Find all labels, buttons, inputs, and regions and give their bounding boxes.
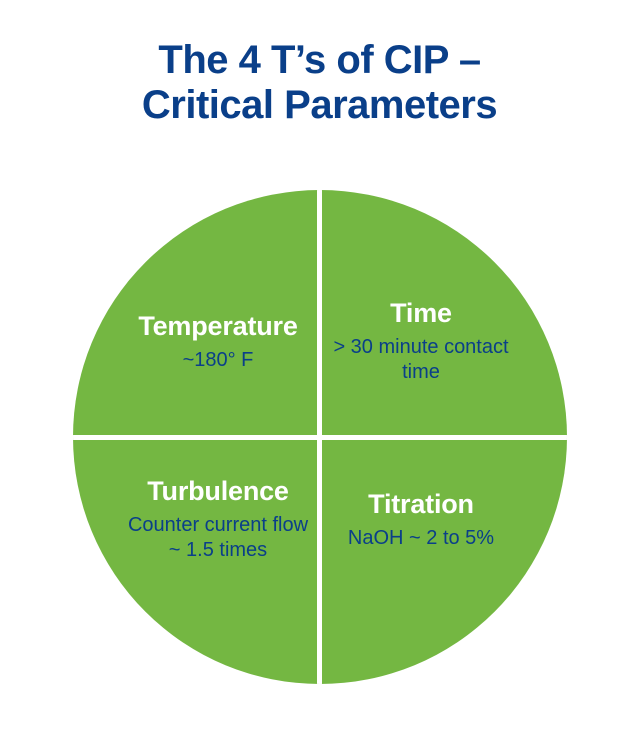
quadrant-title: Titration bbox=[368, 489, 474, 520]
quadrant-time: Time > 30 minute contact time bbox=[320, 190, 567, 437]
quadrant-turbulence: Turbulence Counter current flow ~ 1.5 ti… bbox=[73, 437, 320, 684]
quadrant-inner: Titration NaOH ~ 2 to 5% bbox=[348, 489, 494, 551]
quadrant-subtitle: Counter current flow ~ 1.5 times bbox=[123, 513, 313, 563]
quadrant-inner: Turbulence Counter current flow ~ 1.5 ti… bbox=[123, 476, 313, 563]
divider-horizontal bbox=[73, 435, 567, 440]
quadrant-subtitle: NaOH ~ 2 to 5% bbox=[348, 526, 494, 551]
quadrant-subtitle: ~180° F bbox=[183, 348, 254, 373]
circle-fill: Temperature ~180° F Time > 30 minute con… bbox=[73, 190, 567, 684]
circle-diagram: Temperature ~180° F Time > 30 minute con… bbox=[73, 190, 567, 684]
title-line-1: The 4 T’s of CIP – bbox=[158, 38, 480, 82]
title-line-2: Critical Parameters bbox=[142, 83, 497, 127]
quadrant-temperature: Temperature ~180° F bbox=[73, 190, 320, 437]
quadrant-subtitle: > 30 minute contact time bbox=[326, 335, 516, 385]
quadrant-titration: Titration NaOH ~ 2 to 5% bbox=[320, 437, 567, 684]
quadrant-inner: Temperature ~180° F bbox=[138, 311, 297, 373]
quadrant-title: Time bbox=[390, 298, 452, 329]
page-title: The 4 T’s of CIP – Critical Parameters bbox=[0, 0, 639, 128]
quadrant-title: Temperature bbox=[138, 311, 297, 342]
quadrant-inner: Time > 30 minute contact time bbox=[326, 298, 516, 385]
quadrant-title: Turbulence bbox=[147, 476, 289, 507]
page: The 4 T’s of CIP – Critical Parameters T… bbox=[0, 0, 639, 740]
